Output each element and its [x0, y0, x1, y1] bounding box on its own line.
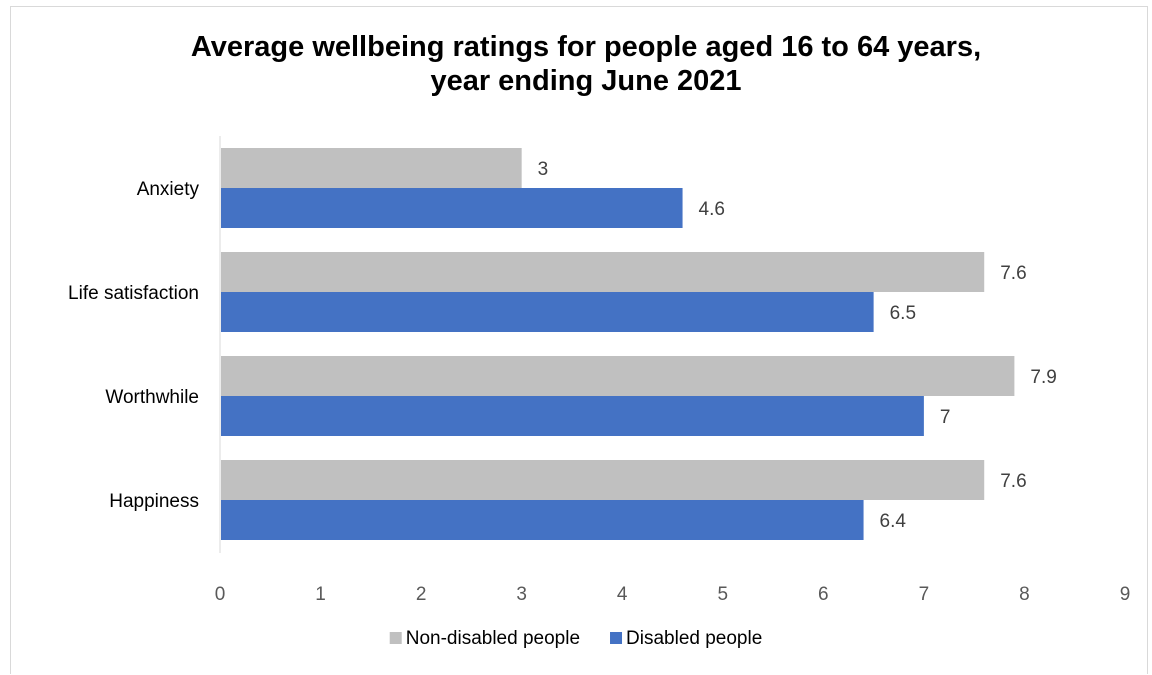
- bar-disabled-people-anxiety: [221, 188, 683, 228]
- x-tick-label-1: 1: [315, 584, 326, 605]
- x-tick-label-3: 3: [516, 584, 527, 605]
- data-label-non-disabled-people-happiness: 7.6: [1000, 471, 1026, 492]
- chart-frame: [10, 6, 1148, 674]
- chart-title: Average wellbeing ratings for people age…: [0, 30, 1152, 98]
- x-tick-label-9: 9: [1120, 584, 1131, 605]
- data-label-disabled-people-happiness: 6.4: [880, 511, 907, 532]
- legend-swatch-non-disabled-people: [389, 632, 402, 644]
- data-label-disabled-people-worthwhile: 7: [940, 407, 951, 428]
- x-tick-label-7: 7: [919, 584, 930, 605]
- data-label-non-disabled-people-worthwhile: 7.9: [1030, 367, 1056, 388]
- x-tick-label-5: 5: [717, 584, 728, 605]
- category-label-worthwhile: Worthwhile: [105, 387, 199, 408]
- x-tick-label-6: 6: [818, 584, 829, 605]
- data-label-non-disabled-people-anxiety: 3: [538, 159, 549, 180]
- x-tick-label-4: 4: [617, 584, 628, 605]
- category-label-happiness: Happiness: [109, 491, 199, 512]
- x-tick-label-8: 8: [1019, 584, 1030, 605]
- bar-non-disabled-people-worthwhile: [221, 356, 1015, 396]
- chart-title-line-1: Average wellbeing ratings for people age…: [190, 31, 982, 63]
- bar-non-disabled-people-happiness: [221, 460, 985, 500]
- category-label-anxiety: Anxiety: [137, 179, 200, 200]
- bar-disabled-people-happiness: [221, 500, 864, 540]
- x-tick-label-2: 2: [416, 584, 427, 605]
- category-label-life-satisfaction: Life satisfaction: [68, 283, 199, 304]
- data-label-disabled-people-life-satisfaction: 6.5: [890, 303, 916, 324]
- x-tick-label-0: 0: [215, 584, 226, 605]
- legend-swatch-disabled-people: [610, 632, 623, 644]
- chart-title-line-2: year ending June 2021: [430, 65, 742, 97]
- bar-non-disabled-people-life-satisfaction: [221, 252, 985, 292]
- legend-label-non-disabled-people: Non-disabled people: [406, 628, 580, 649]
- data-label-non-disabled-people-life-satisfaction: 7.6: [1000, 263, 1026, 284]
- legend-label-disabled-people: Disabled people: [626, 628, 762, 649]
- bar-disabled-people-worthwhile: [221, 396, 924, 436]
- bar-disabled-people-life-satisfaction: [221, 292, 874, 332]
- bar-non-disabled-people-anxiety: [221, 148, 522, 188]
- data-label-disabled-people-anxiety: 4.6: [699, 199, 725, 220]
